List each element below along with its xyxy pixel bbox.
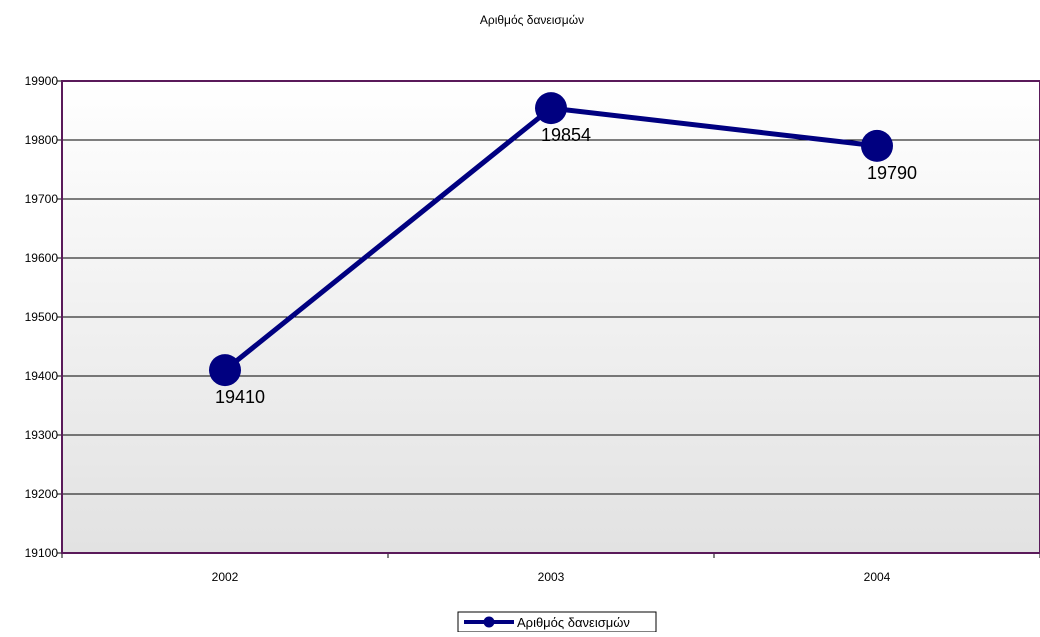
y-tick-label: 19400 <box>25 369 59 383</box>
x-tick-label: 2004 <box>864 570 891 584</box>
x-tick-label: 2003 <box>538 570 565 584</box>
y-tick-label: 19200 <box>25 487 59 501</box>
legend-entry-label: Αριθμός δανεισμών <box>517 615 630 630</box>
y-tick-label: 19900 <box>25 74 59 88</box>
data-label: 19410 <box>215 387 265 407</box>
y-tick-label: 19100 <box>25 546 59 560</box>
y-tick-label: 19300 <box>25 428 59 442</box>
series-layer <box>209 92 893 387</box>
legend-swatch-marker <box>483 616 495 628</box>
y-axis-ticks: 19100 19200 19300 19400 19500 19600 19700 19800… <box>25 74 62 560</box>
y-tick-label: 19600 <box>25 251 59 265</box>
data-point <box>209 354 241 387</box>
data-label: 19854 <box>541 125 591 145</box>
x-tick-label: 2002 <box>212 570 239 584</box>
x-axis-ticks: 2002 2003 2004 <box>61 553 1040 584</box>
chart-title: Αριθμός δανεισμών <box>480 13 584 27</box>
y-tick-label: 19800 <box>25 133 59 147</box>
y-tick-label: 19500 <box>25 310 59 324</box>
data-point <box>861 129 893 162</box>
legend: Αριθμός δανεισμών <box>457 611 657 633</box>
data-label: 19790 <box>867 163 917 183</box>
data-point <box>535 92 567 125</box>
data-labels: 19410 19854 19790 <box>215 125 917 407</box>
y-tick-label: 19700 <box>25 192 59 206</box>
plot-border <box>61 80 1040 554</box>
